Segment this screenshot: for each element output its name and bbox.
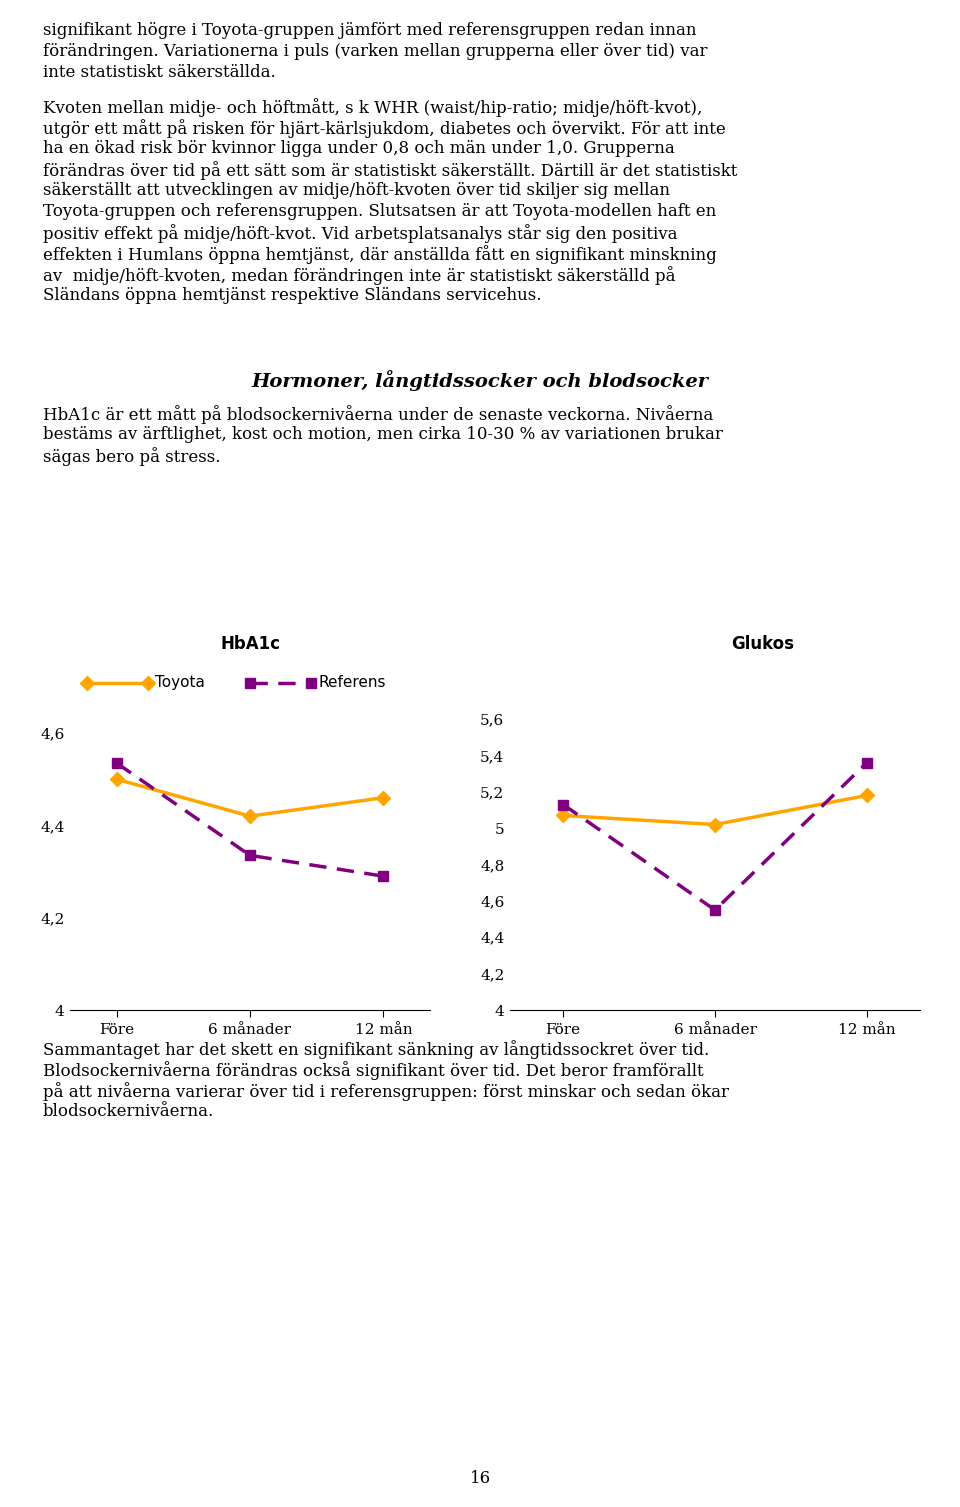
Text: Kvoten mellan midje- och höftmått, s k WHR (waist/hip-ratio; midje/höft-kvot),: Kvoten mellan midje- och höftmått, s k W… bbox=[43, 98, 703, 116]
Text: Toyota: Toyota bbox=[155, 675, 204, 690]
Text: blodsockernivåerna.: blodsockernivåerna. bbox=[43, 1103, 214, 1120]
Text: Sländans öppna hemtjänst respektive Sländans servicehus.: Sländans öppna hemtjänst respektive Slän… bbox=[43, 286, 541, 303]
Text: inte statistiskt säkerställda.: inte statistiskt säkerställda. bbox=[43, 63, 276, 81]
Text: HbA1c: HbA1c bbox=[220, 634, 280, 653]
Text: Referens: Referens bbox=[318, 675, 386, 690]
Text: Glukos: Glukos bbox=[732, 634, 795, 653]
Text: förändringen. Variationerna i puls (varken mellan grupperna eller över tid) var: förändringen. Variationerna i puls (vark… bbox=[43, 44, 708, 60]
Text: Hormoner, långtidssocker och blodsocker: Hormoner, långtidssocker och blodsocker bbox=[252, 371, 708, 390]
Text: 16: 16 bbox=[469, 1469, 491, 1487]
Text: Blodsockernivåerna förändras också signifikant över tid. Det beror framförallt: Blodsockernivåerna förändras också signi… bbox=[43, 1061, 704, 1081]
Text: positiv effekt på midje/höft-kvot. Vid arbetsplatsanalys står sig den positiva: positiv effekt på midje/höft-kvot. Vid a… bbox=[43, 223, 678, 243]
Text: HbA1c är ett mått på blodsockernivåerna under de senaste veckorna. Nivåerna: HbA1c är ett mått på blodsockernivåerna … bbox=[43, 405, 713, 423]
Text: förändras över tid på ett sätt som är statistiskt säkerställt. Därtill är det st: förändras över tid på ett sätt som är st… bbox=[43, 161, 737, 179]
Text: Toyota-gruppen och referensgruppen. Slutsatsen är att Toyota-modellen haft en: Toyota-gruppen och referensgruppen. Slut… bbox=[43, 202, 716, 220]
Text: säkerställt att utvecklingen av midje/höft-kvoten över tid skiljer sig mellan: säkerställt att utvecklingen av midje/hö… bbox=[43, 182, 670, 199]
Text: utgör ett mått på risken för hjärt-kärlsjukdom, diabetes och övervikt. För att i: utgör ett mått på risken för hjärt-kärls… bbox=[43, 119, 726, 137]
Text: signifikant högre i Toyota-gruppen jämfört med referensgruppen redan innan: signifikant högre i Toyota-gruppen jämfö… bbox=[43, 23, 697, 39]
Text: sägas bero på stress.: sägas bero på stress. bbox=[43, 448, 221, 466]
Text: på att nivåerna varierar över tid i referensgruppen: först minskar och sedan öka: på att nivåerna varierar över tid i refe… bbox=[43, 1082, 729, 1102]
Text: bestäms av ärftlighet, kost och motion, men cirka 10-30 % av variationen brukar: bestäms av ärftlighet, kost och motion, … bbox=[43, 426, 723, 443]
Text: av  midje/höft-kvoten, medan förändringen inte är statistiskt säkerställd på: av midje/höft-kvoten, medan förändringen… bbox=[43, 265, 676, 285]
Text: Sammantaget har det skett en signifikant sänkning av långtidssockret över tid.: Sammantaget har det skett en signifikant… bbox=[43, 1040, 709, 1059]
Text: ha en ökad risk bör kvinnor ligga under 0,8 och män under 1,0. Grupperna: ha en ökad risk bör kvinnor ligga under … bbox=[43, 140, 675, 157]
Text: effekten i Humlans öppna hemtjänst, där anställda fått en signifikant minskning: effekten i Humlans öppna hemtjänst, där … bbox=[43, 244, 717, 264]
